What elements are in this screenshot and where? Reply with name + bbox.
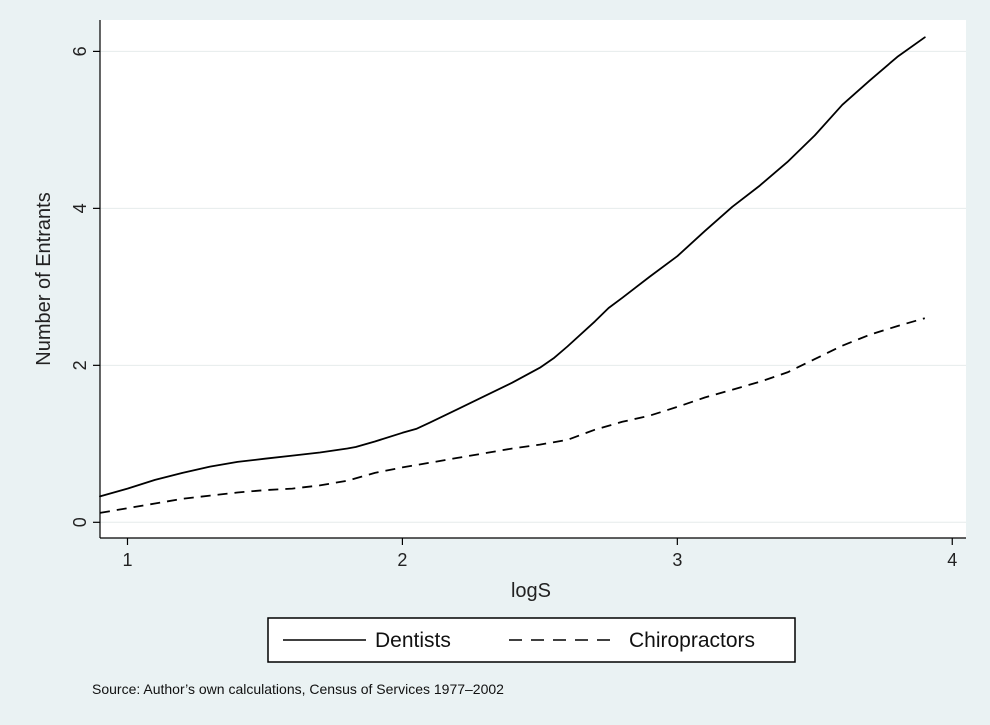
y-tick-label-6: 6 [70,46,90,56]
x-tick-label-2: 2 [397,550,407,570]
y-tick-label-2: 2 [70,360,90,370]
x-tick-label-1: 1 [122,550,132,570]
legend-label-chiropractors: Chiropractors [629,629,755,652]
legend-label-dentists: Dentists [375,629,451,652]
x-tick-label-3: 3 [672,550,682,570]
x-axis-title: logS [511,580,551,602]
legend: Dentists Chiropractors [267,617,796,663]
series-line-dentists [99,36,926,498]
x-tick-label-4: 4 [947,550,957,570]
y-axis-title: Number of Entrants [33,192,55,365]
y-tick-label-4: 4 [70,203,90,213]
y-tick-label-0: 0 [70,517,90,527]
axes: 0 2 4 6 1 2 3 4 [70,20,966,570]
plot-background [100,20,966,538]
series-layer [99,36,926,514]
gridlines [100,50,966,523]
source-note: Source: Author’s own calculations, Censu… [92,681,504,697]
series-line-chiropractors [99,317,926,514]
